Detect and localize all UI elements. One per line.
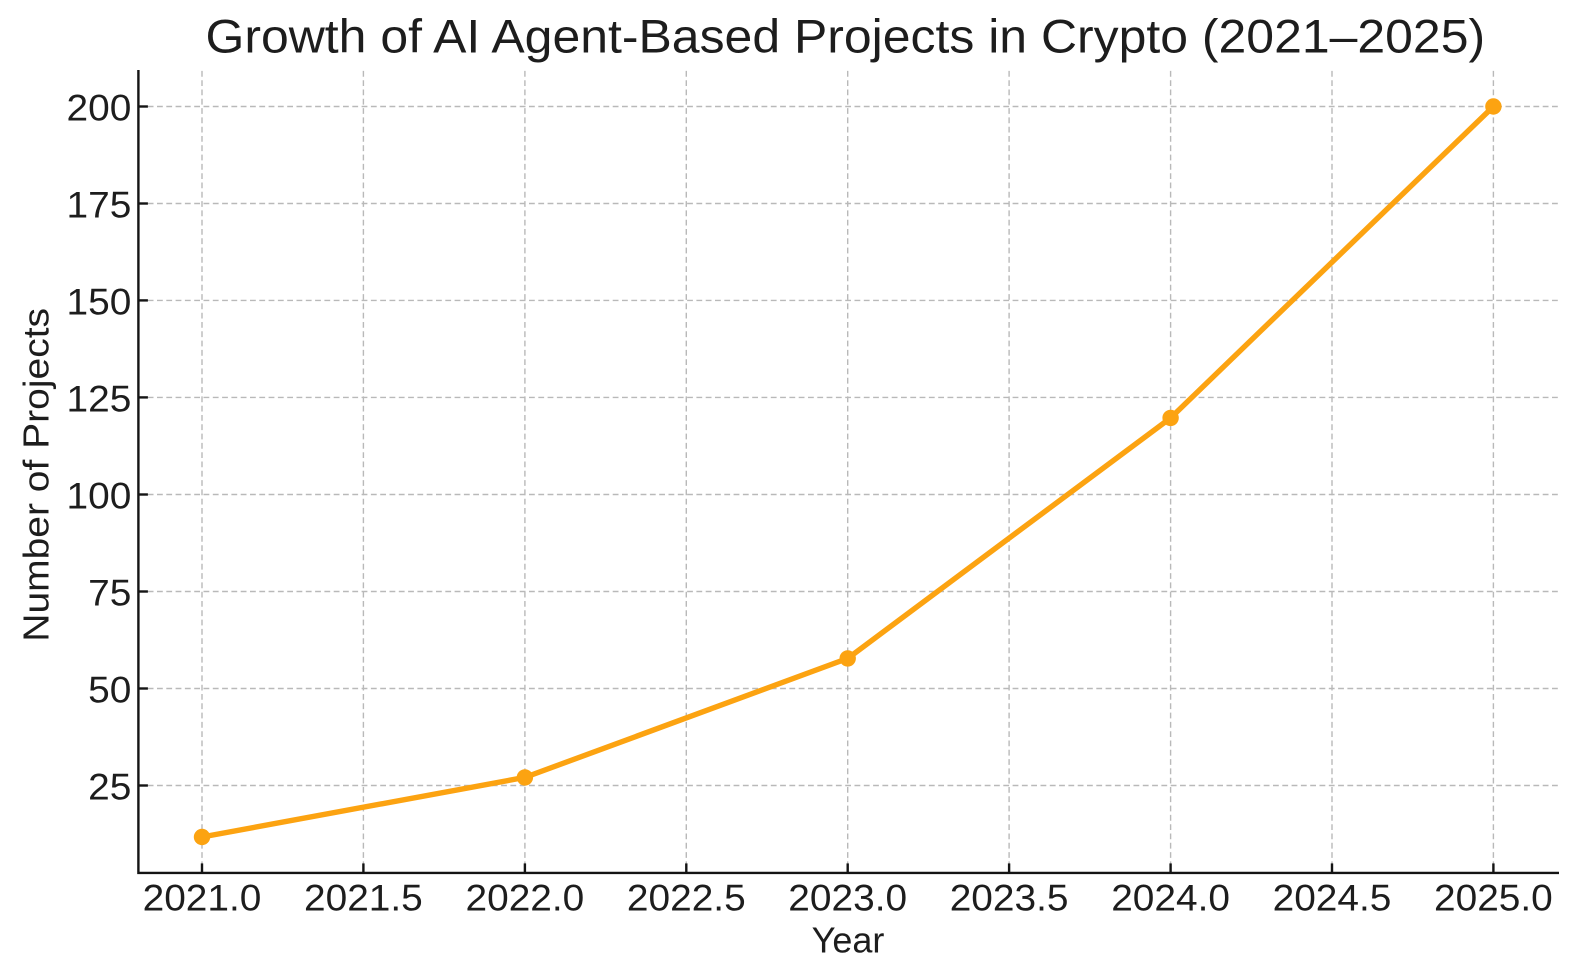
svg-text:75: 75 [88,573,131,614]
svg-text:2021.5: 2021.5 [304,878,423,919]
svg-text:2024.0: 2024.0 [1111,878,1230,919]
svg-text:Growth of AI Agent-Based Proje: Growth of AI Agent-Based Projects in Cry… [205,11,1485,63]
svg-text:50: 50 [88,670,131,711]
svg-text:2022.5: 2022.5 [627,878,746,919]
svg-text:2024.5: 2024.5 [1273,878,1392,919]
svg-text:2025.0: 2025.0 [1434,878,1553,919]
svg-text:25: 25 [88,767,131,808]
svg-text:Number of Projects: Number of Projects [17,308,58,642]
svg-text:150: 150 [66,282,131,323]
svg-text:125: 125 [66,379,131,420]
svg-text:200: 200 [66,88,131,129]
svg-text:2022.0: 2022.0 [466,878,585,919]
svg-text:175: 175 [66,185,131,226]
svg-text:2023.0: 2023.0 [788,878,907,919]
svg-text:2023.5: 2023.5 [950,878,1069,919]
svg-text:2021.0: 2021.0 [143,878,262,919]
svg-text:Year: Year [812,920,885,961]
svg-text:100: 100 [66,476,131,517]
